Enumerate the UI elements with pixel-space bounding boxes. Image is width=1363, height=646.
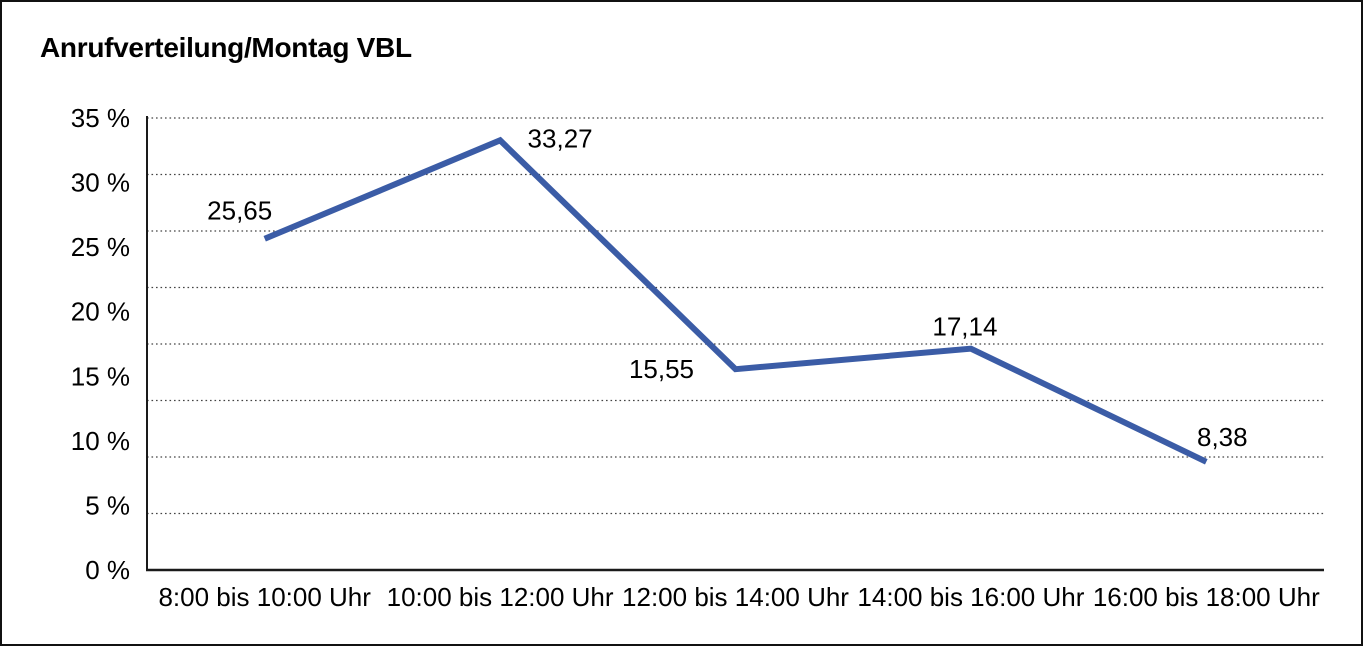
y-tick-label: 25 % [71,232,130,262]
x-tick-label: 14:00 bis 16:00 Uhr [857,582,1084,612]
data-point-label: 15,55 [629,354,694,384]
x-tick-label: 10:00 bis 12:00 Uhr [387,582,614,612]
chart-title: Anrufverteilung/Montag VBL [40,32,412,63]
data-point-label: 25,65 [207,196,272,226]
data-point-label: 33,27 [528,123,593,153]
x-tick-label: 16:00 bis 18:00 Uhr [1093,582,1320,612]
y-tick-label: 20 % [71,297,130,327]
y-tick-label: 10 % [71,426,130,456]
y-tick-label: 15 % [71,361,130,391]
data-point-label: 17,14 [932,312,997,342]
y-tick-label: 5 % [85,490,130,520]
series-line [263,136,1208,465]
x-tick-label: 12:00 bis 14:00 Uhr [622,582,849,612]
y-tick-label: 35 % [71,103,130,133]
y-tick-label: 0 % [85,555,130,585]
y-tick-label: 30 % [71,168,130,198]
data-point-label: 8,38 [1197,422,1248,452]
x-tick-label: 8:00 bis 10:00 Uhr [158,582,371,612]
